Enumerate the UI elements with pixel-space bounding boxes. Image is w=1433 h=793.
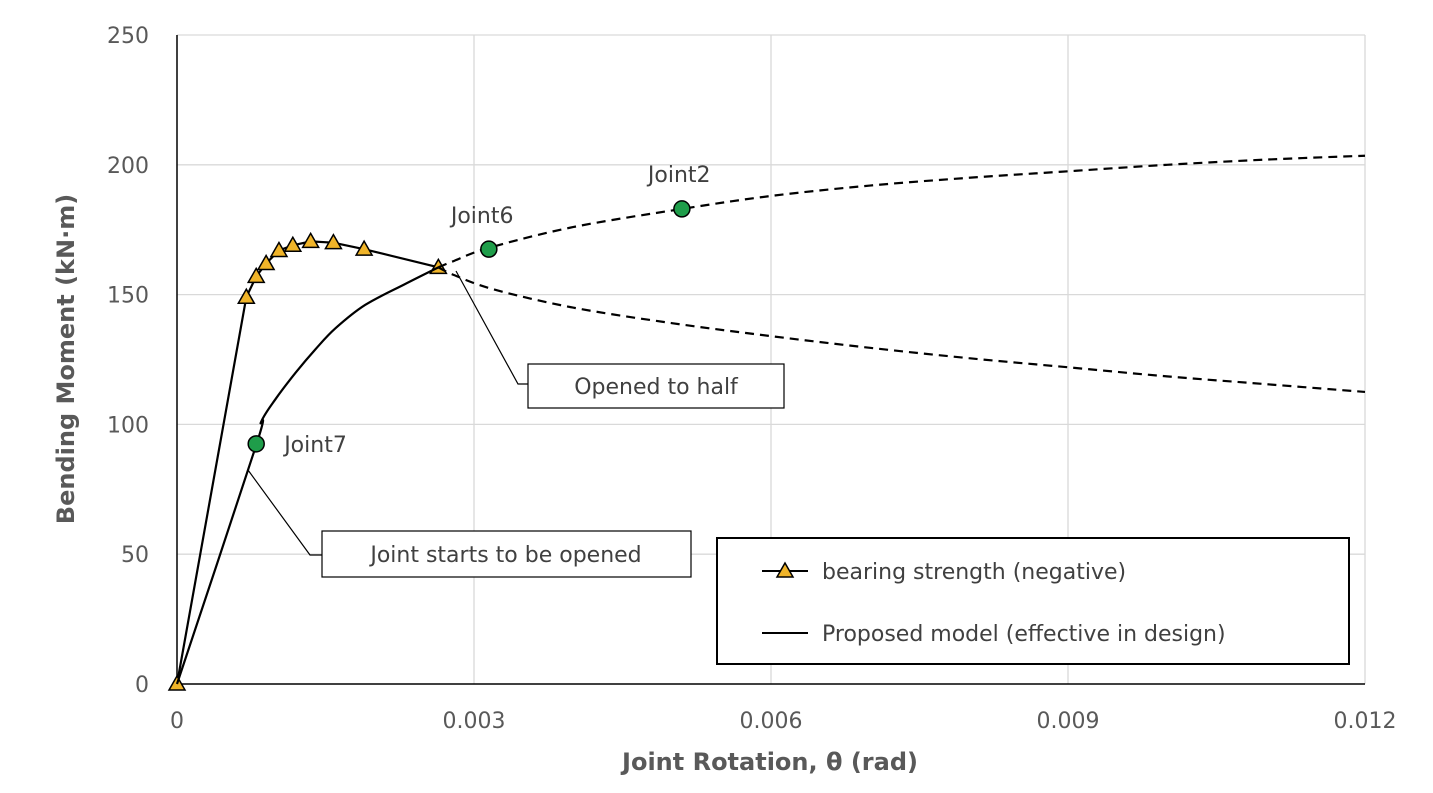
point-label: Joint6 xyxy=(449,204,514,229)
series-layer xyxy=(167,154,1366,691)
series-1 xyxy=(175,266,439,685)
series-0 xyxy=(167,231,448,691)
annotation-joint-starts-to-be-opened: Joint starts to be opened xyxy=(247,469,692,578)
series-line xyxy=(437,154,1366,269)
series-2 xyxy=(437,154,1366,269)
y-tick-label: 200 xyxy=(107,154,149,179)
y-axis-title: Bending Moment (kN·m) xyxy=(52,194,80,524)
triangle-marker xyxy=(246,266,266,284)
joint-points: Joint7 Joint6 Joint2 xyxy=(247,163,711,458)
triangle-marker xyxy=(237,287,256,304)
y-tick-label: 250 xyxy=(107,24,149,49)
annotation-leader xyxy=(247,469,322,556)
point-label: Joint2 xyxy=(646,163,711,188)
x-tick-label: 0 xyxy=(170,709,184,734)
series-line xyxy=(437,266,1366,394)
annotation-box xyxy=(527,363,785,409)
point-label: Joint7 xyxy=(282,433,347,458)
series-line xyxy=(175,240,439,685)
triangle-marker xyxy=(256,253,276,271)
grid xyxy=(177,34,1366,684)
legend-label: bearing strength (negative) xyxy=(822,560,1126,585)
legend-label: Proposed model (effective in design) xyxy=(822,622,1226,647)
legend: bearing strength (negative) Proposed mod… xyxy=(716,537,1350,665)
point-marker xyxy=(673,200,691,218)
y-tick-label: 0 xyxy=(135,673,149,698)
point-marker xyxy=(480,240,498,258)
y-tick-label: 50 xyxy=(121,543,149,568)
triangle-marker xyxy=(301,231,320,249)
annotation-box xyxy=(321,530,692,578)
legend-triangle-marker xyxy=(775,561,795,578)
point-joint2: Joint2 xyxy=(646,163,711,218)
annotation-text: Opened to half xyxy=(574,375,739,400)
x-tick-label: 0.003 xyxy=(443,709,506,734)
legend-item-bearing-strength: bearing strength (negative) xyxy=(762,560,1126,585)
triangle-marker xyxy=(324,233,343,250)
legend-item-proposed-model: Proposed model (effective in design) xyxy=(762,622,1226,647)
x-tick-label: 0.012 xyxy=(1334,709,1397,734)
axes: 0 50 100 150 200 250 0 0.003 0.006 0.009 0.012 xyxy=(107,24,1396,734)
x-tick-label: 0.006 xyxy=(740,709,803,734)
triangle-marker xyxy=(354,239,374,256)
series-3 xyxy=(437,266,1366,394)
x-axis-title: Joint Rotation, θ (rad) xyxy=(620,748,918,776)
point-marker xyxy=(247,435,265,453)
annotation-opened-to-half: Opened to half xyxy=(455,270,785,409)
y-tick-label: 100 xyxy=(107,413,149,438)
legend-box xyxy=(716,537,1350,665)
point-joint6: Joint6 xyxy=(449,204,514,258)
x-tick-label: 0.009 xyxy=(1037,709,1100,734)
triangle-marker xyxy=(269,240,289,258)
point-joint7: Joint7 xyxy=(247,433,347,458)
annotation-text: Joint starts to be opened xyxy=(368,543,641,568)
y-tick-label: 150 xyxy=(107,284,149,309)
series-line xyxy=(175,266,439,685)
triangle-marker xyxy=(283,235,303,253)
annotation-leader xyxy=(455,270,528,385)
